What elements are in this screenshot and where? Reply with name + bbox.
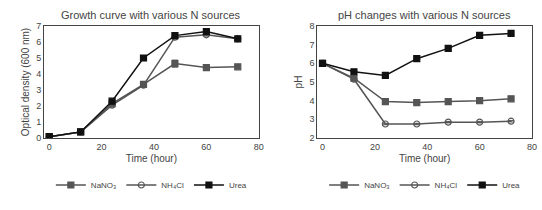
svg-text:0: 0 <box>320 142 325 152</box>
svg-text:Optical density (600 nm): Optical density (600 nm) <box>20 28 31 136</box>
svg-text:40: 40 <box>149 142 159 152</box>
svg-text:7: 7 <box>36 21 41 31</box>
svg-text:0: 0 <box>47 142 52 152</box>
svg-text:40: 40 <box>422 142 432 152</box>
svg-text:NaNO₃: NaNO₃ <box>91 181 116 190</box>
svg-text:8: 8 <box>309 21 314 31</box>
svg-text:Time (hour): Time (hour) <box>399 153 450 164</box>
svg-text:20: 20 <box>97 142 107 152</box>
svg-text:4: 4 <box>36 69 41 79</box>
svg-text:NH₄Cl: NH₄Cl <box>161 181 184 190</box>
svg-text:20: 20 <box>370 142 380 152</box>
svg-text:Time (hour): Time (hour) <box>126 153 177 164</box>
svg-text:4: 4 <box>309 96 314 106</box>
svg-text:7: 7 <box>309 40 314 50</box>
svg-text:60: 60 <box>201 142 211 152</box>
svg-text:pH: pH <box>293 76 304 89</box>
svg-text:Growth curve with various N so: Growth curve with various N sources <box>61 9 241 21</box>
svg-text:5: 5 <box>36 53 41 63</box>
svg-text:60: 60 <box>475 142 485 152</box>
svg-text:Urea: Urea <box>502 181 520 190</box>
svg-text:5: 5 <box>309 77 314 87</box>
svg-text:pH changes with various N sour: pH changes with various N sources <box>338 9 511 21</box>
svg-text:6: 6 <box>36 37 41 47</box>
svg-text:80: 80 <box>254 142 264 152</box>
svg-text:1: 1 <box>36 117 41 127</box>
svg-text:NH₄Cl: NH₄Cl <box>435 181 458 190</box>
svg-text:NaNO₃: NaNO₃ <box>364 181 389 190</box>
svg-text:Urea: Urea <box>229 181 247 190</box>
svg-text:3: 3 <box>36 85 41 95</box>
svg-text:2: 2 <box>36 101 41 111</box>
svg-text:3: 3 <box>309 114 314 124</box>
svg-text:80: 80 <box>527 142 537 152</box>
svg-text:2: 2 <box>309 133 314 143</box>
svg-text:0: 0 <box>36 133 41 143</box>
svg-text:6: 6 <box>309 58 314 68</box>
